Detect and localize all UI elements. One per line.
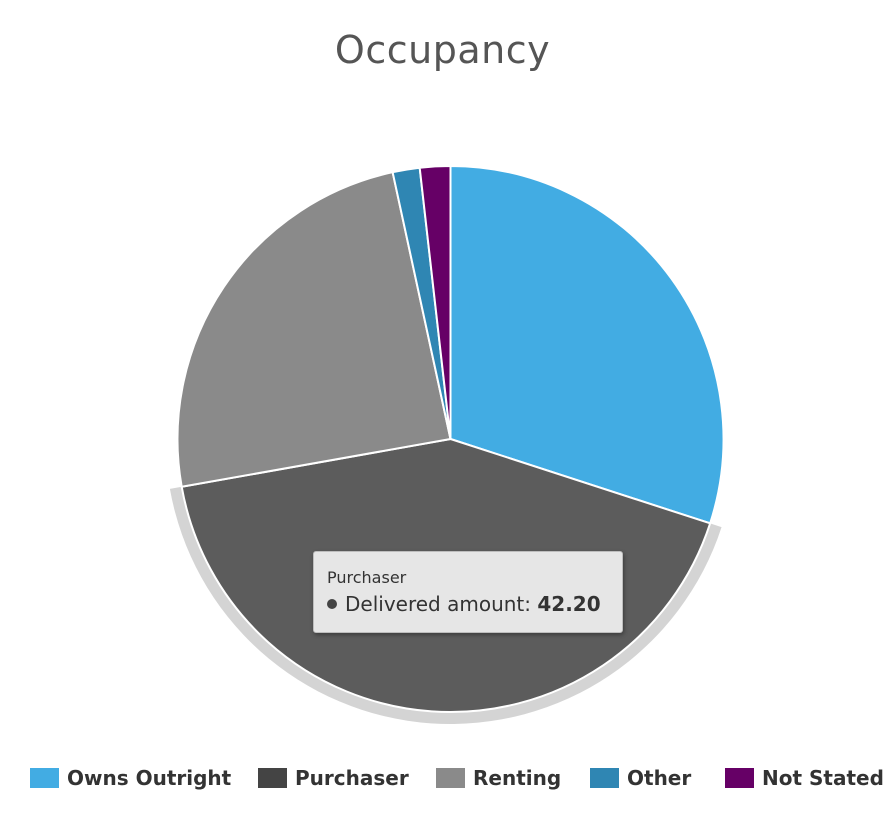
legend-label: Purchaser <box>295 766 409 790</box>
tooltip: Purchaser Delivered amount: 42.20 <box>313 551 623 633</box>
legend-label: Other <box>627 766 692 790</box>
tooltip-series-label: Delivered amount: <box>345 592 532 616</box>
pie-slice-not-stated[interactable] <box>418 164 452 440</box>
legend-swatch <box>258 768 287 788</box>
legend-swatch <box>590 768 619 788</box>
chart-title: Occupancy <box>334 28 551 72</box>
legend: Owns Outright Purchaser Renting Other No… <box>0 763 885 793</box>
legend-item-other[interactable]: Other <box>590 763 691 793</box>
tooltip-dot-icon <box>327 599 337 609</box>
pie-slice-renting[interactable] <box>176 171 452 488</box>
legend-swatch <box>30 768 59 788</box>
legend-item-renting[interactable]: Renting <box>436 763 561 793</box>
legend-swatch <box>436 768 465 788</box>
legend-item-purchaser[interactable]: Purchaser <box>258 763 409 793</box>
tooltip-title: Purchaser <box>327 568 407 587</box>
legend-label: Owns Outright <box>67 766 232 790</box>
legend-label: Not Stated <box>762 766 884 790</box>
legend-label: Renting <box>473 766 562 790</box>
pie-chart <box>169 164 725 724</box>
legend-item-owns-outright[interactable]: Owns Outright <box>30 763 231 793</box>
tooltip-row: Delivered amount: 42.20 <box>327 590 622 618</box>
pie-slice-owns-outright[interactable] <box>449 165 725 525</box>
tooltip-value: 42.20 <box>537 592 601 616</box>
legend-swatch <box>725 768 754 788</box>
legend-item-not-stated[interactable]: Not Stated <box>725 763 884 793</box>
